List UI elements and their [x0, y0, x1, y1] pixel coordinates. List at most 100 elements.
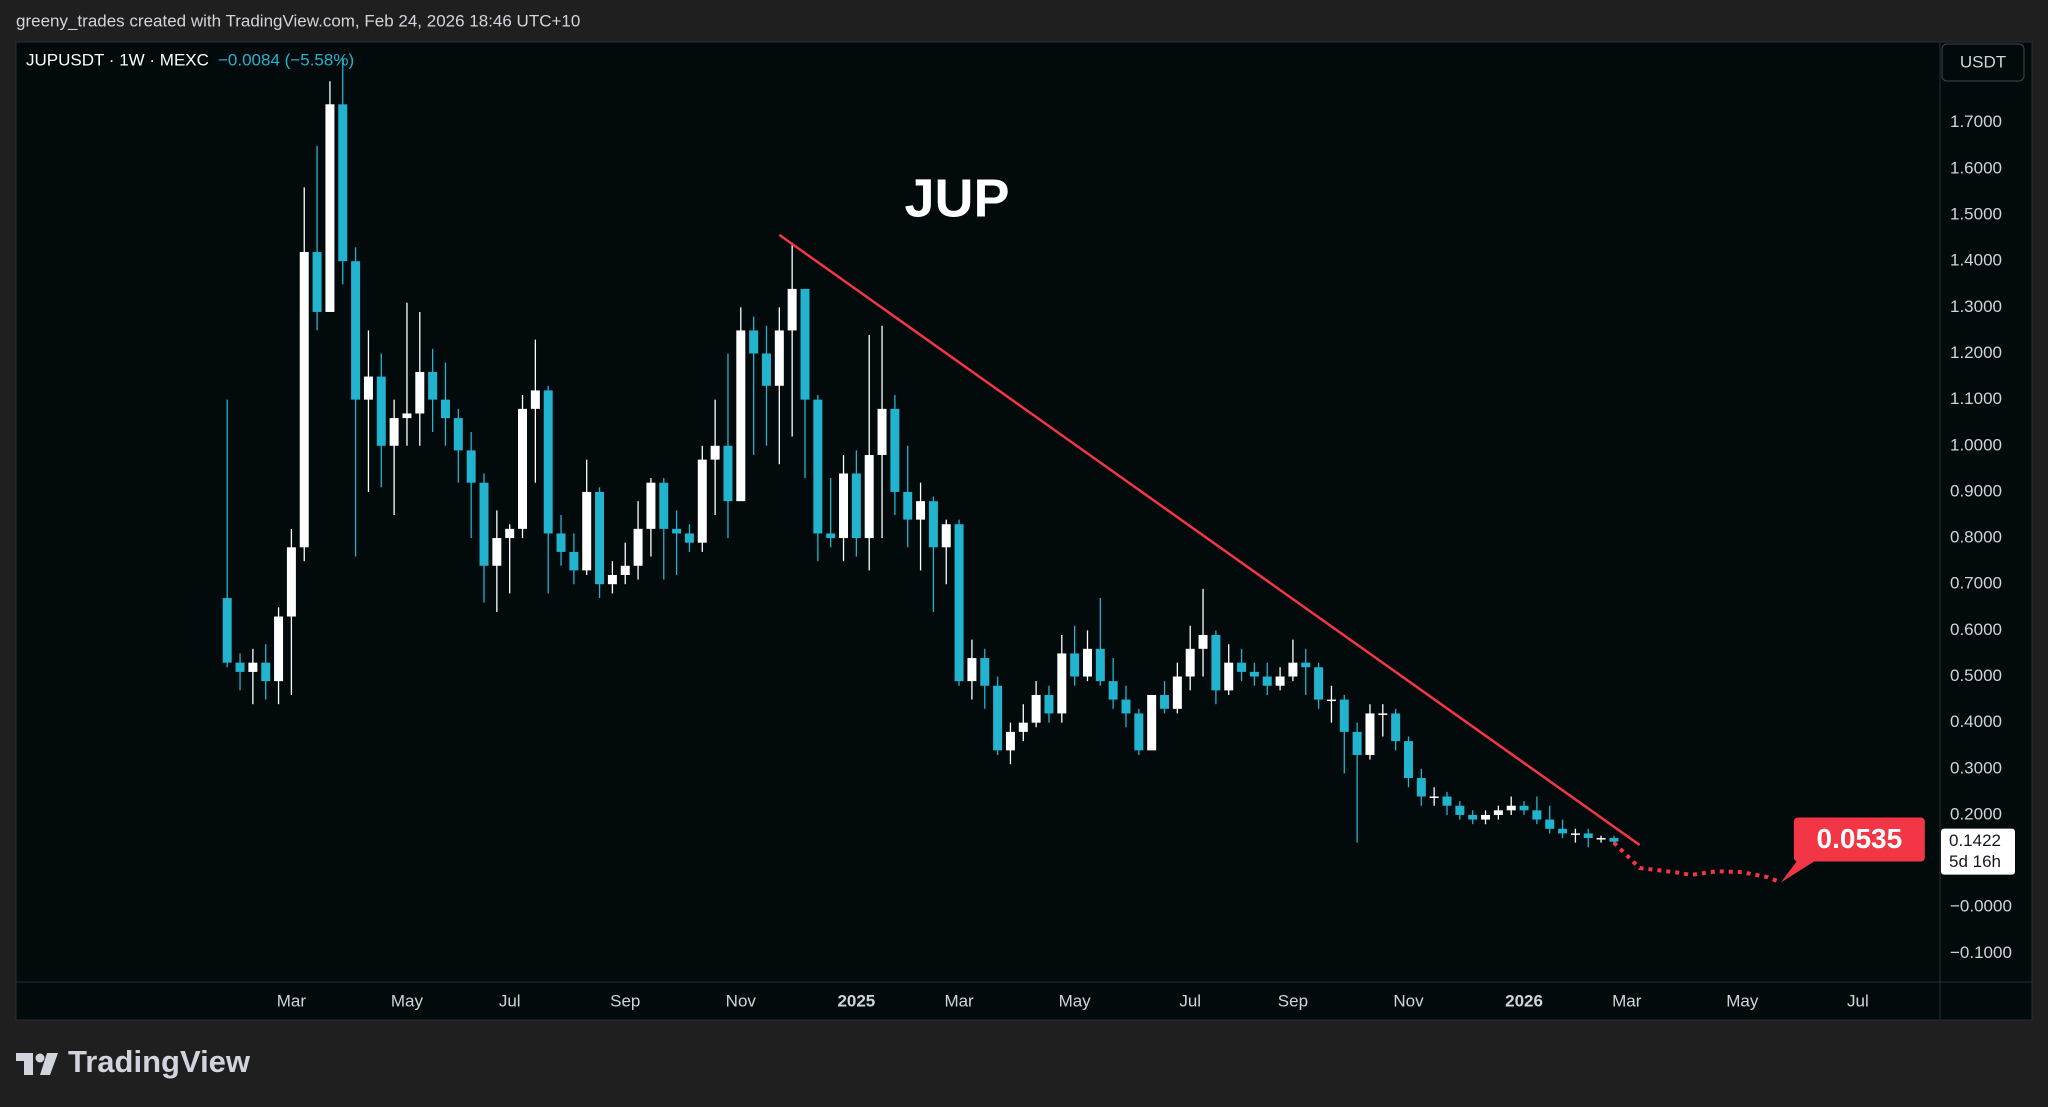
candle-body [1224, 662, 1234, 691]
candle-body [1583, 833, 1593, 839]
y-tick-label: 0.6000 [1950, 620, 2002, 639]
candle-body [787, 288, 797, 331]
candle-body [1365, 713, 1375, 755]
candle-body [325, 104, 335, 312]
candle-body [1121, 699, 1131, 714]
candle-body [286, 547, 296, 617]
y-tick-label: 1.2000 [1950, 343, 2002, 362]
candle-body [1095, 648, 1105, 682]
candle-body [505, 528, 515, 539]
trendline [778, 233, 1641, 846]
x-tick-label: May [1726, 991, 1759, 1010]
y-tick-label: 1.6000 [1950, 158, 2002, 177]
chart-panel [15, 41, 2033, 1021]
x-tick-label: May [391, 991, 424, 1010]
candle-body [1468, 814, 1478, 820]
x-tick-label: May [1059, 991, 1092, 1010]
candle-body [1596, 838, 1606, 840]
x-tick-label: Jul [1847, 991, 1869, 1010]
y-tick-label: 0.4000 [1950, 712, 2002, 731]
candle-body [761, 353, 771, 386]
candle-body [428, 371, 438, 400]
candle-body [1339, 699, 1349, 732]
countdown: 5d 16h [1949, 852, 2001, 871]
candle-body [479, 482, 489, 566]
candle-body [1442, 796, 1452, 806]
candle-body [1275, 676, 1285, 686]
candle-body [1570, 833, 1580, 835]
price-label-box [1941, 828, 2015, 875]
candles [222, 58, 1619, 848]
candle-body [1070, 653, 1080, 677]
candle-body [672, 528, 682, 534]
candle-body [1249, 671, 1259, 677]
annotation: JUP [904, 168, 1009, 228]
candle-body [1545, 819, 1555, 829]
candle-body [492, 538, 502, 566]
projection-label: 0.0535 [1817, 823, 1903, 854]
candle-body [1403, 741, 1413, 779]
y-tick-label: 1.0000 [1950, 435, 2002, 454]
candle-body [1558, 828, 1568, 834]
candle-body [235, 662, 245, 672]
candle-body [749, 330, 759, 354]
candle-body [1198, 634, 1208, 649]
candle-body [1493, 810, 1503, 815]
candle-body [556, 533, 566, 552]
candle-body [864, 455, 874, 539]
y-tick-label: 0.5000 [1950, 666, 2002, 685]
candle-body [389, 418, 399, 446]
candle-body [993, 685, 1003, 751]
candle-body [543, 390, 553, 534]
candle-body [274, 616, 284, 682]
candle-body [774, 330, 784, 386]
candle-body [1134, 713, 1144, 751]
candle-body [453, 418, 463, 451]
logo-part [35, 1053, 45, 1063]
candle-body [1211, 634, 1221, 691]
y-tick-label: 1.4000 [1950, 251, 2002, 270]
candle-body [1044, 694, 1054, 714]
y-tick-label: 0.9000 [1950, 481, 2002, 500]
candle-body [928, 501, 938, 548]
candle-body [1352, 731, 1362, 755]
candle-body [941, 524, 951, 548]
candle-body [1326, 699, 1336, 702]
candle-body [261, 662, 271, 682]
projection-label-box [1793, 817, 1925, 862]
candle-body [1172, 676, 1182, 709]
candle-body [620, 565, 630, 575]
candle-body [1018, 722, 1028, 732]
x-tick-label: Jul [499, 991, 521, 1010]
candle-body [1057, 653, 1067, 714]
x-tick-label: Mar [1612, 991, 1642, 1010]
candle-body [312, 251, 322, 312]
logo-part [40, 1053, 58, 1075]
candle-body [1532, 810, 1542, 820]
candle-body [1301, 662, 1311, 668]
y-tick-label: 0.7000 [1950, 574, 2002, 593]
candle-body [582, 491, 592, 571]
candle-body [839, 473, 849, 539]
y-tick-label: 1.3000 [1950, 297, 2002, 316]
price-label: 0.1422 [1949, 831, 2001, 850]
candle-body [363, 376, 373, 400]
candle-body [1005, 731, 1015, 751]
y-tick-label: 0.8000 [1950, 528, 2002, 547]
change-legend: −0.0084 (−5.58%) [218, 50, 354, 69]
candle-body [607, 574, 617, 585]
candle-body [1429, 796, 1439, 798]
candle-body [222, 598, 232, 663]
candle-body [916, 501, 926, 520]
candle-body [1262, 676, 1272, 686]
candle-body [1108, 681, 1118, 700]
candle-body [248, 662, 258, 672]
currency-label[interactable]: USDT [1960, 52, 2006, 71]
candle-body [697, 459, 707, 543]
candle-body [415, 371, 425, 414]
currency-button[interactable] [1941, 43, 2025, 82]
candle-body [595, 491, 605, 585]
candle-body [967, 658, 977, 682]
candle-body [1031, 694, 1041, 723]
y-tick-label: 0.3000 [1950, 758, 2002, 777]
